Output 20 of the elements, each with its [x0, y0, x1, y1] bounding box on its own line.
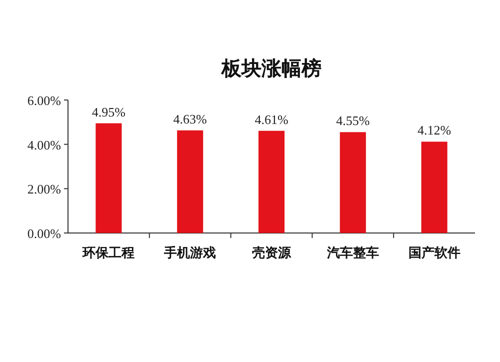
data-label: 4.61% [254, 112, 288, 127]
data-label: 4.95% [92, 104, 126, 120]
y-tick-label: 2.00% [27, 182, 62, 197]
x-tick-label: 壳资源 [252, 245, 292, 260]
y-tick-label: 0.00% [27, 226, 62, 241]
x-tick-label: 汽车整车 [326, 245, 379, 260]
data-label: 4.12% [418, 122, 452, 138]
bar [177, 130, 204, 233]
data-label: 4.63% [173, 111, 208, 126]
x-tick-label: 环保工程 [82, 245, 135, 260]
bar [340, 132, 366, 233]
bar [421, 142, 448, 233]
x-tick-label: 国产软件 [408, 245, 460, 260]
y-tick-label: 6.00% [27, 93, 62, 108]
bar [258, 130, 285, 233]
x-tick-label: 手机游戏 [163, 245, 216, 260]
bar [96, 123, 122, 233]
y-tick-label: 4.00% [27, 137, 62, 152]
data-label: 4.55% [336, 113, 370, 128]
chart-title: 板块涨幅榜 [220, 57, 322, 80]
